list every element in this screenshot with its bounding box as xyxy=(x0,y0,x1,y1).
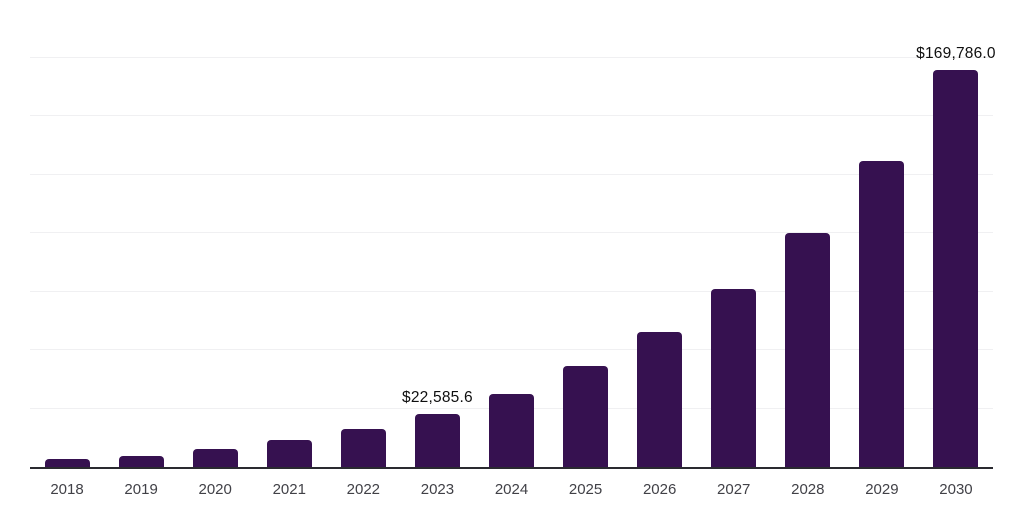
x-tick-label-2024: 2024 xyxy=(494,481,529,498)
x-tick-label-2019: 2019 xyxy=(124,481,158,498)
plot-area: $22,585.6 $169,786.0 xyxy=(30,1,996,469)
gridline xyxy=(30,290,993,292)
x-axis: 2018 2019 2020 2021 2022 2023 2024 2025 2026 2027… xyxy=(30,481,993,501)
data-label-2030: $169,786.0 xyxy=(916,44,996,62)
bar-2023[interactable] xyxy=(414,414,460,467)
bar-2021[interactable] xyxy=(266,439,312,467)
bar-2030[interactable] xyxy=(933,69,979,467)
gridline xyxy=(30,349,993,350)
bar-2026[interactable] xyxy=(637,331,683,467)
bar-2029[interactable] xyxy=(859,161,905,467)
x-tick-label-2025: 2025 xyxy=(568,481,603,498)
bar-2024[interactable] xyxy=(489,393,534,467)
x-tick-label-2028: 2028 xyxy=(791,481,825,498)
bar-2025[interactable] xyxy=(563,366,609,467)
x-tick-label-2021: 2021 xyxy=(272,481,306,498)
bar-2020[interactable] xyxy=(192,448,238,467)
x-tick-label-2027: 2027 xyxy=(717,481,751,498)
bar-2019[interactable] xyxy=(118,456,164,467)
data-label-2023: $22,585.6 xyxy=(402,389,473,407)
x-tick-label-2018: 2018 xyxy=(50,481,84,498)
gridline xyxy=(30,115,993,116)
gridline xyxy=(30,173,993,175)
x-tick-label-2023: 2023 xyxy=(420,481,455,498)
x-tick-label-2020: 2020 xyxy=(198,481,232,498)
x-tick-label-2029: 2029 xyxy=(865,481,899,498)
gridline xyxy=(30,232,993,233)
bar-2027[interactable] xyxy=(711,288,757,467)
x-tick-label-2030: 2030 xyxy=(939,481,973,498)
bar-2028[interactable] xyxy=(785,233,831,467)
x-tick-label-2022: 2022 xyxy=(346,481,381,498)
gridline xyxy=(30,56,993,58)
x-tick-label-2026: 2026 xyxy=(642,481,677,498)
bar-2018[interactable] xyxy=(44,459,90,467)
bar-2022[interactable] xyxy=(340,429,386,467)
